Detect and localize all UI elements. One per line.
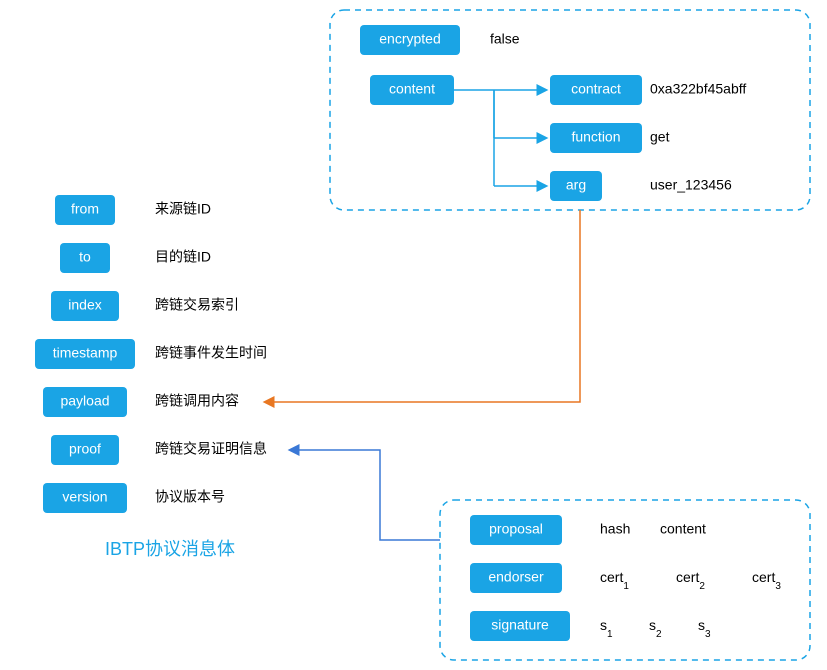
connector-payload [265, 210, 580, 402]
field-to-label: to [79, 249, 91, 265]
proof-endorser-val-1: cert2 [676, 569, 705, 592]
proof-signature-val-1: s2 [649, 617, 662, 640]
proof-endorser: endorser [470, 563, 562, 593]
payload-encrypted-value: false [490, 31, 520, 47]
field-version-label: version [62, 489, 107, 505]
payload-content-arg: arg [550, 171, 602, 201]
proof-proposal: proposal [470, 515, 562, 545]
field-proof: proof [51, 435, 119, 465]
proof-signature-label: signature [491, 617, 549, 633]
field-from-value: 来源链ID [155, 201, 211, 217]
field-timestamp-label: timestamp [53, 345, 118, 361]
proof-endorser-label: endorser [488, 569, 544, 585]
field-timestamp: timestamp [35, 339, 135, 369]
proof-proposal-val-0: hash [600, 521, 630, 537]
proof-signature: signature [470, 611, 570, 641]
field-payload-value: 跨链调用内容 [155, 393, 239, 409]
proof-endorser-val-0: cert1 [600, 569, 629, 592]
proof-proposal-label: proposal [489, 521, 543, 537]
field-proof-label: proof [69, 441, 101, 457]
payload-content-function-value: get [650, 129, 670, 145]
proof-signature-val-2: s3 [698, 617, 711, 640]
field-index-value: 跨链交易索引 [155, 297, 239, 313]
field-payload-label: payload [60, 393, 109, 409]
payload-content-label: content [389, 81, 435, 97]
proof-signature-val-0: s1 [600, 617, 613, 640]
field-from-label: from [71, 201, 99, 217]
payload-encrypted-label: encrypted [379, 31, 440, 47]
diagram-title: IBTP协议消息体 [105, 539, 235, 559]
connector-proof [290, 450, 440, 540]
payload-content-contract-value: 0xa322bf45abff [650, 81, 746, 97]
payload-encrypted: encrypted [360, 25, 460, 55]
field-from: from [55, 195, 115, 225]
field-timestamp-value: 跨链事件发生时间 [155, 345, 267, 361]
field-to-value: 目的链ID [155, 249, 211, 265]
field-to: to [60, 243, 110, 273]
field-index-label: index [68, 297, 101, 313]
payload-content-function: function [550, 123, 642, 153]
field-version: version [43, 483, 127, 513]
field-version-value: 协议版本号 [155, 489, 225, 505]
proof-endorser-val-2: cert3 [752, 569, 781, 592]
payload-content-function-label: function [571, 129, 620, 145]
payload-content-contract-label: contract [571, 81, 621, 97]
payload-content-arg-value: user_123456 [650, 177, 732, 193]
field-payload: payload [43, 387, 127, 417]
proof-proposal-val-1: content [660, 521, 706, 537]
payload-content-arg-label: arg [566, 177, 586, 193]
field-proof-value: 跨链交易证明信息 [155, 441, 267, 457]
payload-content-contract: contract [550, 75, 642, 105]
payload-content: content [370, 75, 454, 105]
field-index: index [51, 291, 119, 321]
